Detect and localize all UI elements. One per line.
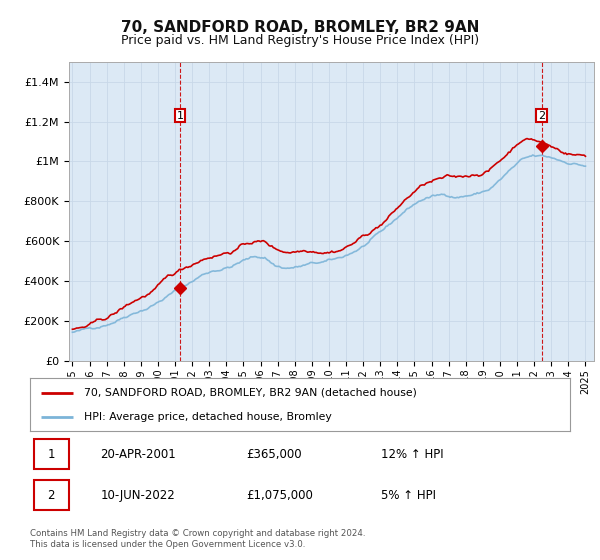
FancyBboxPatch shape — [34, 440, 69, 469]
Text: £365,000: £365,000 — [246, 447, 302, 461]
Text: HPI: Average price, detached house, Bromley: HPI: Average price, detached house, Brom… — [84, 412, 332, 422]
Text: 10-JUN-2022: 10-JUN-2022 — [100, 488, 175, 502]
FancyBboxPatch shape — [34, 480, 69, 510]
Text: 20-APR-2001: 20-APR-2001 — [100, 447, 176, 461]
Text: 12% ↑ HPI: 12% ↑ HPI — [381, 447, 443, 461]
Text: 2: 2 — [538, 110, 545, 120]
Text: 1: 1 — [176, 110, 184, 120]
Text: Price paid vs. HM Land Registry's House Price Index (HPI): Price paid vs. HM Land Registry's House … — [121, 34, 479, 46]
Text: £1,075,000: £1,075,000 — [246, 488, 313, 502]
Text: 70, SANDFORD ROAD, BROMLEY, BR2 9AN (detached house): 70, SANDFORD ROAD, BROMLEY, BR2 9AN (det… — [84, 388, 417, 398]
Text: 2: 2 — [47, 488, 55, 502]
Text: 1: 1 — [47, 447, 55, 461]
Text: 5% ↑ HPI: 5% ↑ HPI — [381, 488, 436, 502]
Text: Contains HM Land Registry data © Crown copyright and database right 2024.
This d: Contains HM Land Registry data © Crown c… — [30, 529, 365, 549]
Text: 70, SANDFORD ROAD, BROMLEY, BR2 9AN: 70, SANDFORD ROAD, BROMLEY, BR2 9AN — [121, 20, 479, 35]
